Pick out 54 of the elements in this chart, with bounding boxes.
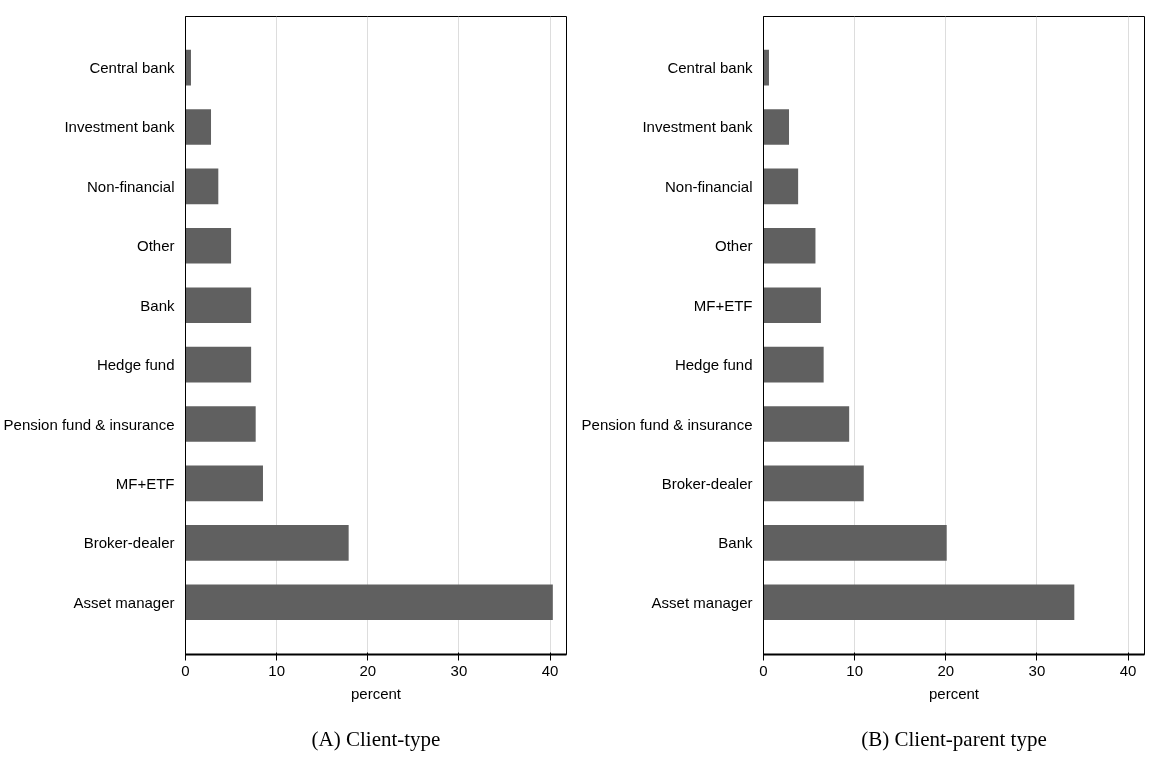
bar — [185, 584, 553, 621]
y-tick-label: Pension fund & insurance — [581, 415, 753, 433]
bar — [763, 525, 947, 561]
y-tick-label: MF+ETF — [693, 296, 753, 314]
x-tick-label: 20 — [359, 661, 377, 679]
bar — [185, 49, 191, 86]
bar — [185, 109, 212, 145]
x-tick-label: 20 — [937, 661, 955, 679]
bar — [185, 406, 256, 442]
bar — [185, 168, 219, 205]
bar — [763, 584, 1075, 621]
x-axis-title: percent — [350, 684, 402, 702]
bar — [763, 49, 769, 86]
x-tick-label: 30 — [450, 661, 468, 679]
bar — [185, 525, 349, 561]
text: (A) Client-type — [311, 726, 441, 751]
x-tick-label: 10 — [846, 661, 863, 679]
bar — [763, 406, 850, 442]
bar — [763, 287, 821, 324]
y-tick-label: Bank — [140, 296, 175, 314]
bar — [763, 168, 799, 205]
x-tick-label: 0 — [759, 661, 768, 679]
y-tick-label: Central bank — [89, 59, 175, 77]
y-tick-label: Hedge fund — [674, 356, 753, 374]
y-tick-label: Investment bank — [64, 118, 175, 136]
bar — [185, 287, 252, 324]
y-tick-label: Broker-dealer — [661, 474, 753, 492]
y-tick-label: Other — [714, 237, 753, 255]
bar — [185, 465, 263, 502]
y-tick-label: Non-financial — [664, 177, 753, 195]
bar — [763, 465, 864, 502]
bar — [185, 346, 252, 383]
y-tick-label: Non-financial — [86, 177, 175, 195]
bar — [763, 346, 824, 383]
y-tick-label: Central bank — [667, 59, 753, 77]
x-tick-label: 30 — [1028, 661, 1046, 679]
x-tick-label: 40 — [541, 661, 559, 679]
x-tick-label: 40 — [1119, 661, 1137, 679]
bar — [185, 227, 232, 264]
x-axis-title: percent — [928, 684, 980, 702]
x-tick-label: 10 — [268, 661, 285, 679]
y-tick-label: Other — [136, 237, 175, 255]
y-tick-label: Hedge fund — [96, 356, 175, 374]
y-tick-label: Broker-dealer — [83, 534, 175, 552]
y-tick-label: Pension fund & insurance — [3, 415, 175, 433]
y-tick-label: Bank — [718, 534, 753, 552]
x-tick-label: 0 — [181, 661, 190, 679]
y-tick-label: Asset manager — [73, 593, 175, 611]
bar — [763, 109, 790, 145]
y-tick-label: MF+ETF — [115, 474, 175, 492]
y-tick-label: Asset manager — [651, 593, 753, 611]
bar — [763, 227, 816, 264]
y-tick-label: Investment bank — [642, 118, 753, 136]
text: (B) Client-parent type — [861, 726, 1047, 751]
